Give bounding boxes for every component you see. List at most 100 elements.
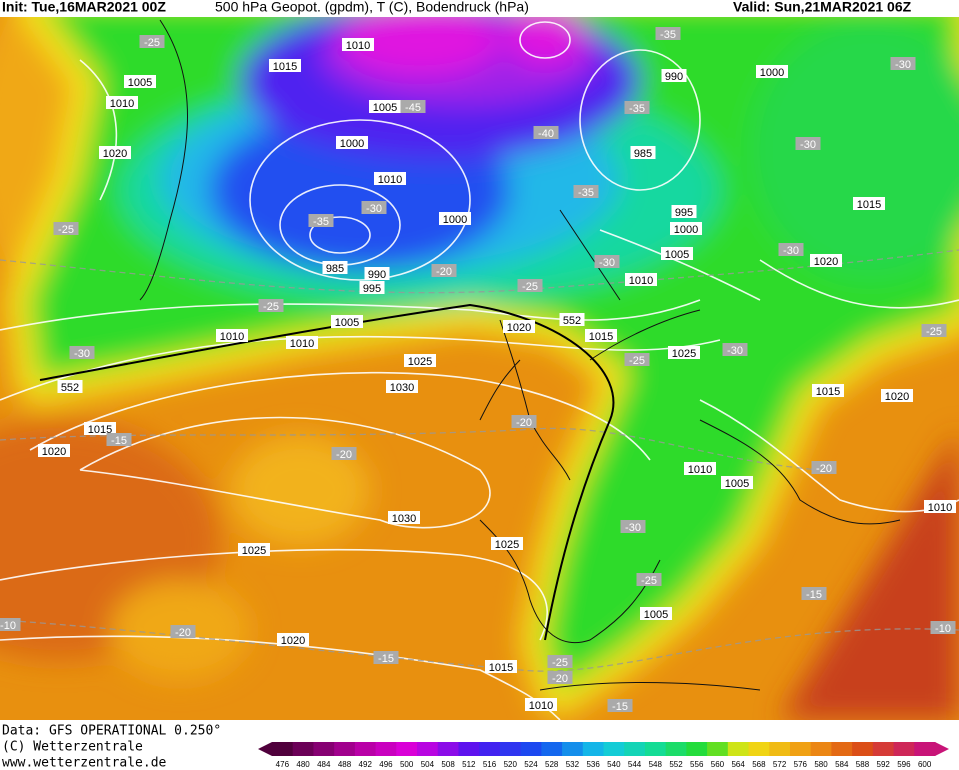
isotherm-label: -30 (625, 522, 641, 534)
colorbar-tick-label: 496 (379, 760, 393, 769)
isotherm-label: -25 (926, 326, 942, 338)
isotherm-label: -20 (816, 463, 832, 475)
isobar-label-box (331, 315, 363, 328)
isobar-label: 1005 (644, 609, 668, 621)
isotherm-label: -40 (538, 128, 554, 140)
isotherm-label: -10 (935, 623, 951, 635)
isobar-label-box (364, 267, 390, 280)
isobar-label-box (671, 205, 697, 218)
isotherm-label: -30 (783, 245, 799, 257)
colorbar-tick-label: 580 (814, 760, 828, 769)
isotherm-label: -25 (552, 657, 568, 669)
isobar-label: 1025 (408, 356, 432, 368)
isobar-label: 1000 (443, 214, 467, 226)
isobar-label-box (661, 69, 687, 82)
isotherm-label-box (547, 655, 573, 668)
isobar-label-box (668, 346, 700, 359)
colorbar-swatch (417, 742, 439, 756)
colorbar-tick-label: 568 (752, 760, 766, 769)
geopotential-label: 552 (61, 382, 79, 394)
isobar-label: 1010 (928, 502, 952, 514)
isobar-label-box (99, 146, 131, 159)
isotherm-label-box (517, 279, 543, 292)
colorbar-swatch (582, 742, 604, 756)
isobar-label: 1030 (390, 382, 414, 394)
colorbar-swatch (375, 742, 397, 756)
colorbar-tick-label: 500 (400, 760, 414, 769)
isobar-label: 990 (368, 269, 386, 281)
isobar-label-box (216, 329, 248, 342)
isobar-label: 995 (363, 283, 381, 295)
colorbar-tick-label: 560 (711, 760, 725, 769)
isotherm-label: -30 (800, 139, 816, 151)
map-labels: 1010 1015 1005 1010 1020 1005 1000 1010 1000 985 9… (0, 27, 956, 713)
init-time: Init: Tue,16MAR2021 00Z (2, 0, 166, 15)
colorbar-swatch (313, 742, 335, 756)
isotherm-label: -30 (895, 59, 911, 71)
isobar-label: 1015 (489, 662, 513, 674)
isotherm-label: -25 (641, 575, 657, 587)
isotherm-label-box (373, 651, 399, 664)
isobar-label-box (38, 444, 70, 457)
isotherm-label: -10 (0, 620, 16, 632)
colorbar-tick-label: 536 (586, 760, 600, 769)
colorbar-swatch (603, 742, 625, 756)
colorbar-swatch (893, 742, 915, 756)
isobar-label: 1010 (220, 331, 244, 343)
colorbar-tick-label: 596 (897, 760, 911, 769)
website: www.wetterzentrale.de (2, 756, 167, 770)
isotherm-label: -25 (522, 281, 538, 293)
colorbar-tick-label: 504 (421, 760, 435, 769)
colorbar-tick-label: 512 (462, 760, 476, 769)
colorbar-tick-label: 528 (545, 760, 559, 769)
isobar-label-box (881, 389, 913, 402)
colorbar-swatch (810, 742, 832, 756)
isotherm-label-box (620, 520, 646, 533)
colorbar-tick-label: 492 (359, 760, 373, 769)
isobar-label-box (106, 96, 138, 109)
colorbar-swatch (437, 742, 459, 756)
colorbar-tick-label: 520 (504, 760, 518, 769)
isobar-label-box (640, 607, 672, 620)
isotherm-label-box (890, 57, 916, 70)
isotherm-label-box (624, 353, 650, 366)
isobar-label: 1005 (725, 478, 749, 490)
isotherm-label: -30 (727, 345, 743, 357)
isotherm-label: -35 (660, 29, 676, 41)
isobar-label-box (286, 336, 318, 349)
colorbar-tick-label: 592 (877, 760, 891, 769)
isotherm-label: -15 (378, 653, 394, 665)
isotherm-label: -20 (336, 449, 352, 461)
isobar-label: 1010 (629, 275, 653, 287)
isobar-label-box (630, 146, 656, 159)
map-title: 500 hPa Geopot. (gpdm), T (C), Bodendruc… (215, 0, 529, 15)
isotherm-label: -30 (366, 203, 382, 215)
isobar-label-box (812, 384, 844, 397)
isobar-label: 1010 (529, 700, 553, 712)
colorbar-swatch (541, 742, 563, 756)
colorbar-tick-label: 524 (524, 760, 538, 769)
isobar-label: 1030 (392, 513, 416, 525)
isobar-label: 1010 (346, 40, 370, 52)
isobar-label-box (585, 329, 617, 342)
colorbar-swatch (872, 742, 895, 756)
isotherm-label-box (331, 447, 357, 460)
isotherm-label: -20 (436, 266, 452, 278)
isobar-label-box (503, 320, 535, 333)
isobar-label-box (386, 380, 418, 393)
isotherm-label-box (69, 346, 95, 359)
contour-552 (39, 303, 615, 641)
isotherm-label-box (655, 27, 681, 40)
isobar-label-box (853, 197, 885, 210)
colorbar-tick-label: 484 (317, 760, 331, 769)
isobar-label-box (721, 476, 753, 489)
isobar-label: 1010 (290, 338, 314, 350)
colorbar-tick-label: 548 (649, 760, 663, 769)
isotherm-label-box (930, 621, 956, 634)
isobar-label: 1015 (88, 424, 112, 436)
isobar-label-box (485, 660, 517, 673)
isotherm-label-box (361, 201, 387, 214)
isobar-label: 1020 (42, 446, 66, 458)
isotherm-label-box (607, 699, 633, 712)
isobar-label-box (924, 500, 956, 513)
